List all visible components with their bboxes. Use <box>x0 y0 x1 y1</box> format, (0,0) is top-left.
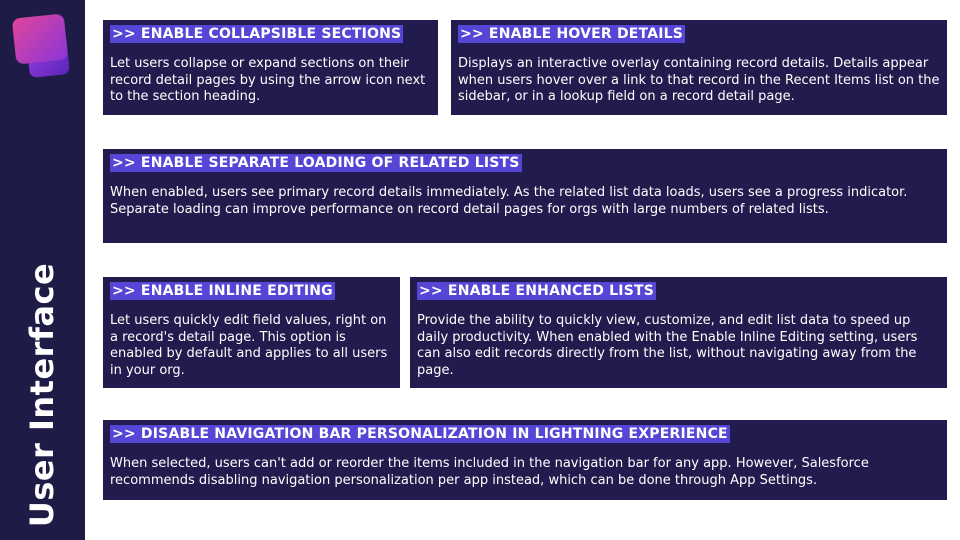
card-inline-editing: >> ENABLE INLINE EDITING Let users quick… <box>103 277 400 388</box>
card-title: >> DISABLE NAVIGATION BAR PERSONALIZATIO… <box>110 425 730 443</box>
card-collapsible-sections: >> ENABLE COLLAPSIBLE SECTIONS Let users… <box>103 20 438 115</box>
sidebar: User Interface <box>0 0 85 540</box>
card-separate-loading: >> ENABLE SEPARATE LOADING OF RELATED LI… <box>103 149 947 243</box>
card-body: Let users collapse or expand sections on… <box>110 56 426 104</box>
card-body: Displays an interactive overlay containi… <box>458 56 940 104</box>
card-enhanced-lists: >> ENABLE ENHANCED LISTS Provide the abi… <box>410 277 947 388</box>
card-body: Let users quickly edit field values, rig… <box>110 313 388 378</box>
card-hover-details: >> ENABLE HOVER DETAILS Displays an inte… <box>451 20 947 115</box>
section-title: User Interface <box>23 262 61 528</box>
card-title: >> ENABLE INLINE EDITING <box>110 282 335 300</box>
card-title: >> ENABLE SEPARATE LOADING OF RELATED LI… <box>110 154 522 172</box>
stacked-squares-logo-icon <box>12 14 70 78</box>
card-body: When enabled, users see primary record d… <box>110 185 908 217</box>
card-body: When selected, users can't add or reorde… <box>110 456 869 488</box>
card-title: >> ENABLE HOVER DETAILS <box>458 25 686 43</box>
card-navigation-bar: >> DISABLE NAVIGATION BAR PERSONALIZATIO… <box>103 420 947 500</box>
card-title: >> ENABLE COLLAPSIBLE SECTIONS <box>110 25 404 43</box>
card-title: >> ENABLE ENHANCED LISTS <box>417 282 657 300</box>
card-body: Provide the ability to quickly view, cus… <box>417 313 918 378</box>
